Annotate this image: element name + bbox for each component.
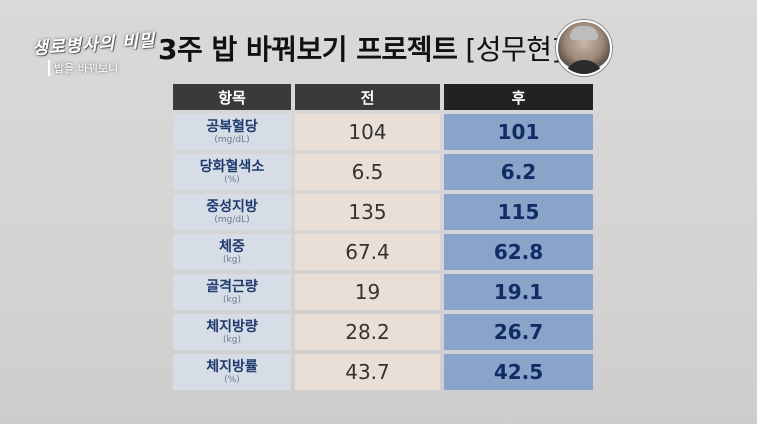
item-name: 체중 — [219, 238, 245, 255]
item-cell: 중성지방 (mg/dL) — [173, 194, 291, 230]
title-main: 3주 밥 바꿔보기 프로젝트 — [158, 33, 458, 66]
avatar-shirt — [564, 60, 604, 74]
header-before: 전 — [295, 84, 440, 110]
after-value: 62.8 — [444, 234, 593, 270]
page-title: 3주 밥 바꿔보기 프로젝트 [성무현] — [158, 28, 562, 68]
header-after: 후 — [444, 84, 593, 110]
after-value: 19.1 — [444, 274, 593, 310]
item-name: 체지방량 — [206, 318, 258, 335]
before-value: 104 — [295, 114, 440, 150]
item-name: 골격근량 — [206, 278, 258, 295]
item-name: 체지방률 — [206, 358, 258, 375]
after-value: 101 — [444, 114, 593, 150]
before-value: 19 — [295, 274, 440, 310]
item-cell: 당화혈색소 (%) — [173, 154, 291, 190]
table-row: 체지방량 (kg) 28.2 26.7 — [173, 314, 593, 350]
before-value: 6.5 — [295, 154, 440, 190]
item-unit: (kg) — [223, 254, 241, 265]
show-logo-text: 생로병사의 비밀 — [31, 30, 157, 60]
after-value: 26.7 — [444, 314, 593, 350]
before-value: 28.2 — [295, 314, 440, 350]
person-avatar — [556, 20, 612, 76]
after-value: 42.5 — [444, 354, 593, 390]
after-value: 115 — [444, 194, 593, 230]
table-header-row: 항목 전 후 — [173, 84, 593, 110]
header-item: 항목 — [173, 84, 291, 110]
item-cell: 체중 (kg) — [173, 234, 291, 270]
before-value: 43.7 — [295, 354, 440, 390]
item-cell: 체지방량 (kg) — [173, 314, 291, 350]
item-unit: (kg) — [223, 334, 241, 345]
comparison-table: 항목 전 후 공복혈당 (mg/dL) 104 101 당화혈색소 (%) 6.… — [173, 84, 593, 394]
item-unit: (mg/dL) — [214, 214, 250, 225]
item-name: 공복혈당 — [206, 118, 258, 135]
table-row: 체중 (kg) 67.4 62.8 — [173, 234, 593, 270]
item-cell: 공복혈당 (mg/dL) — [173, 114, 291, 150]
item-cell: 골격근량 (kg) — [173, 274, 291, 310]
item-unit: (%) — [224, 374, 240, 385]
before-value: 135 — [295, 194, 440, 230]
episode-subtitle: 밥을 바꿔보니 — [48, 60, 118, 76]
item-name: 중성지방 — [206, 198, 258, 215]
item-unit: (%) — [224, 174, 240, 185]
item-cell: 체지방률 (%) — [173, 354, 291, 390]
table-row: 체지방률 (%) 43.7 42.5 — [173, 354, 593, 390]
item-name: 당화혈색소 — [199, 158, 265, 175]
after-value: 6.2 — [444, 154, 593, 190]
table-row: 중성지방 (mg/dL) 135 115 — [173, 194, 593, 230]
item-unit: (mg/dL) — [214, 134, 250, 145]
table-row: 당화혈색소 (%) 6.5 6.2 — [173, 154, 593, 190]
show-logo: 생로병사의 비밀 밥을 바꿔보니 — [14, 18, 164, 88]
title-person: [성무현] — [465, 33, 562, 66]
table-row: 골격근량 (kg) 19 19.1 — [173, 274, 593, 310]
avatar-hair — [570, 26, 598, 40]
item-unit: (kg) — [223, 294, 241, 305]
table-row: 공복혈당 (mg/dL) 104 101 — [173, 114, 593, 150]
before-value: 67.4 — [295, 234, 440, 270]
